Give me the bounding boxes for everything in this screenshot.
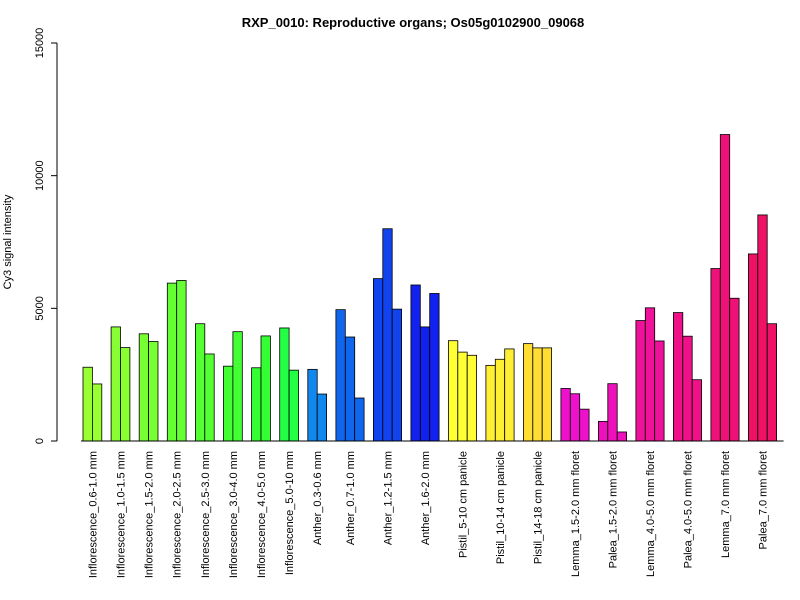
y-axis-label: Cy3 signal intensity: [2, 194, 14, 289]
bar: [335, 309, 346, 442]
bar: [644, 307, 656, 442]
x-tick-label: Anther_0.7-1.0 mm: [345, 451, 357, 545]
bar: [223, 365, 234, 442]
y-tick-label: 5000: [34, 296, 46, 320]
bar: [307, 368, 318, 442]
bar: [194, 323, 206, 442]
bar: [748, 253, 759, 442]
y-axis: 0 5000 10000 15000: [34, 28, 58, 444]
x-tick-label: Lemma_7.0 mm floret: [720, 451, 732, 558]
x-tick-label: Palea_1.5-2.0 mm floret: [608, 451, 620, 568]
bar: [729, 297, 740, 442]
bar: [429, 293, 440, 442]
x-tick-label: Pistil_14-18 cm panicle: [533, 451, 545, 564]
bar: [494, 358, 506, 442]
x-tick-label: Inflorescence_2.5-3.0 mm: [200, 451, 212, 578]
x-tick-label: Inflorescence_2.0-2.5 mm: [172, 451, 184, 578]
bar: [419, 326, 431, 442]
bar: [635, 320, 646, 442]
bar: [354, 397, 365, 442]
x-tick-label: Lemma_1.5-2.0 mm floret: [570, 451, 582, 577]
bar: [344, 336, 356, 442]
y-tick-label: 10000: [34, 160, 46, 191]
bar: [382, 228, 393, 442]
bar: [673, 312, 684, 442]
bar: [232, 331, 243, 442]
bar: [120, 347, 131, 442]
bar: [447, 340, 459, 442]
bar: [579, 408, 590, 442]
x-tick-label: Pistil_10-14 cm panicle: [495, 451, 507, 564]
bar: [616, 431, 628, 442]
bar: [719, 134, 731, 442]
bar: [560, 388, 571, 442]
bar: [82, 366, 93, 442]
bar: [251, 367, 262, 442]
bar: [204, 353, 215, 442]
bar: [410, 284, 421, 442]
bar: [110, 326, 121, 442]
bar: [691, 379, 703, 442]
bar: [92, 383, 103, 442]
x-tick-label: Inflorescence_1.5-2.0 mm: [144, 451, 156, 578]
bar: [288, 369, 299, 442]
chart-title: RXP_0010: Reproductive organs; Os05g0102…: [242, 15, 585, 30]
y-tick-label: 15000: [34, 28, 46, 59]
bar: [504, 348, 515, 442]
bar: [138, 333, 149, 442]
category-labels: Inflorescence_0.6-1.0 mm Inflorescence_1.…: [87, 451, 769, 578]
x-tick-label: Palea_7.0 mm floret: [758, 451, 770, 549]
bar: [532, 347, 543, 442]
bar: [485, 364, 496, 442]
bar: [569, 393, 581, 442]
x-tick-label: Inflorescence_3.0-4.0 mm: [228, 451, 240, 578]
x-tick-label: Lemma_4.0-5.0 mm floret: [645, 451, 657, 577]
bar: [466, 354, 478, 442]
bars: [82, 134, 778, 442]
bar: [166, 282, 178, 442]
x-tick-label: Inflorescence_4.0-5.0 mm: [256, 451, 268, 578]
bar: [523, 343, 534, 442]
bar: [654, 340, 665, 442]
bar: [682, 335, 693, 442]
bar: [148, 341, 159, 442]
x-tick-label: Anther_1.6-2.0 mm: [420, 451, 432, 545]
x-tick-label: Anther_0.3-0.6 mm: [312, 451, 324, 545]
x-tick-label: Anther_1.2-1.5 mm: [383, 451, 395, 545]
x-tick-label: Palea_4.0-5.0 mm floret: [683, 451, 695, 568]
bar: [316, 393, 328, 442]
y-tick-label: 0: [34, 438, 46, 444]
bar: [279, 327, 290, 442]
x-tick-label: Inflorescence_5.0-10 mm: [284, 451, 296, 575]
x-tick-label: Inflorescence_1.0-1.5 mm: [116, 451, 128, 578]
bar: [598, 420, 609, 442]
bar: [607, 383, 618, 442]
bar: [457, 351, 468, 442]
bar: [541, 347, 553, 442]
bar: [391, 308, 403, 442]
x-tick-label: Inflorescence_0.6-1.0 mm: [87, 451, 99, 578]
bar: [766, 323, 778, 442]
bar: [710, 268, 721, 442]
bar: [372, 278, 384, 442]
x-tick-label: Pistil_5-10 cm panicle: [458, 451, 470, 558]
bar: [260, 335, 271, 442]
bar: [757, 214, 768, 442]
bar: [176, 280, 187, 442]
